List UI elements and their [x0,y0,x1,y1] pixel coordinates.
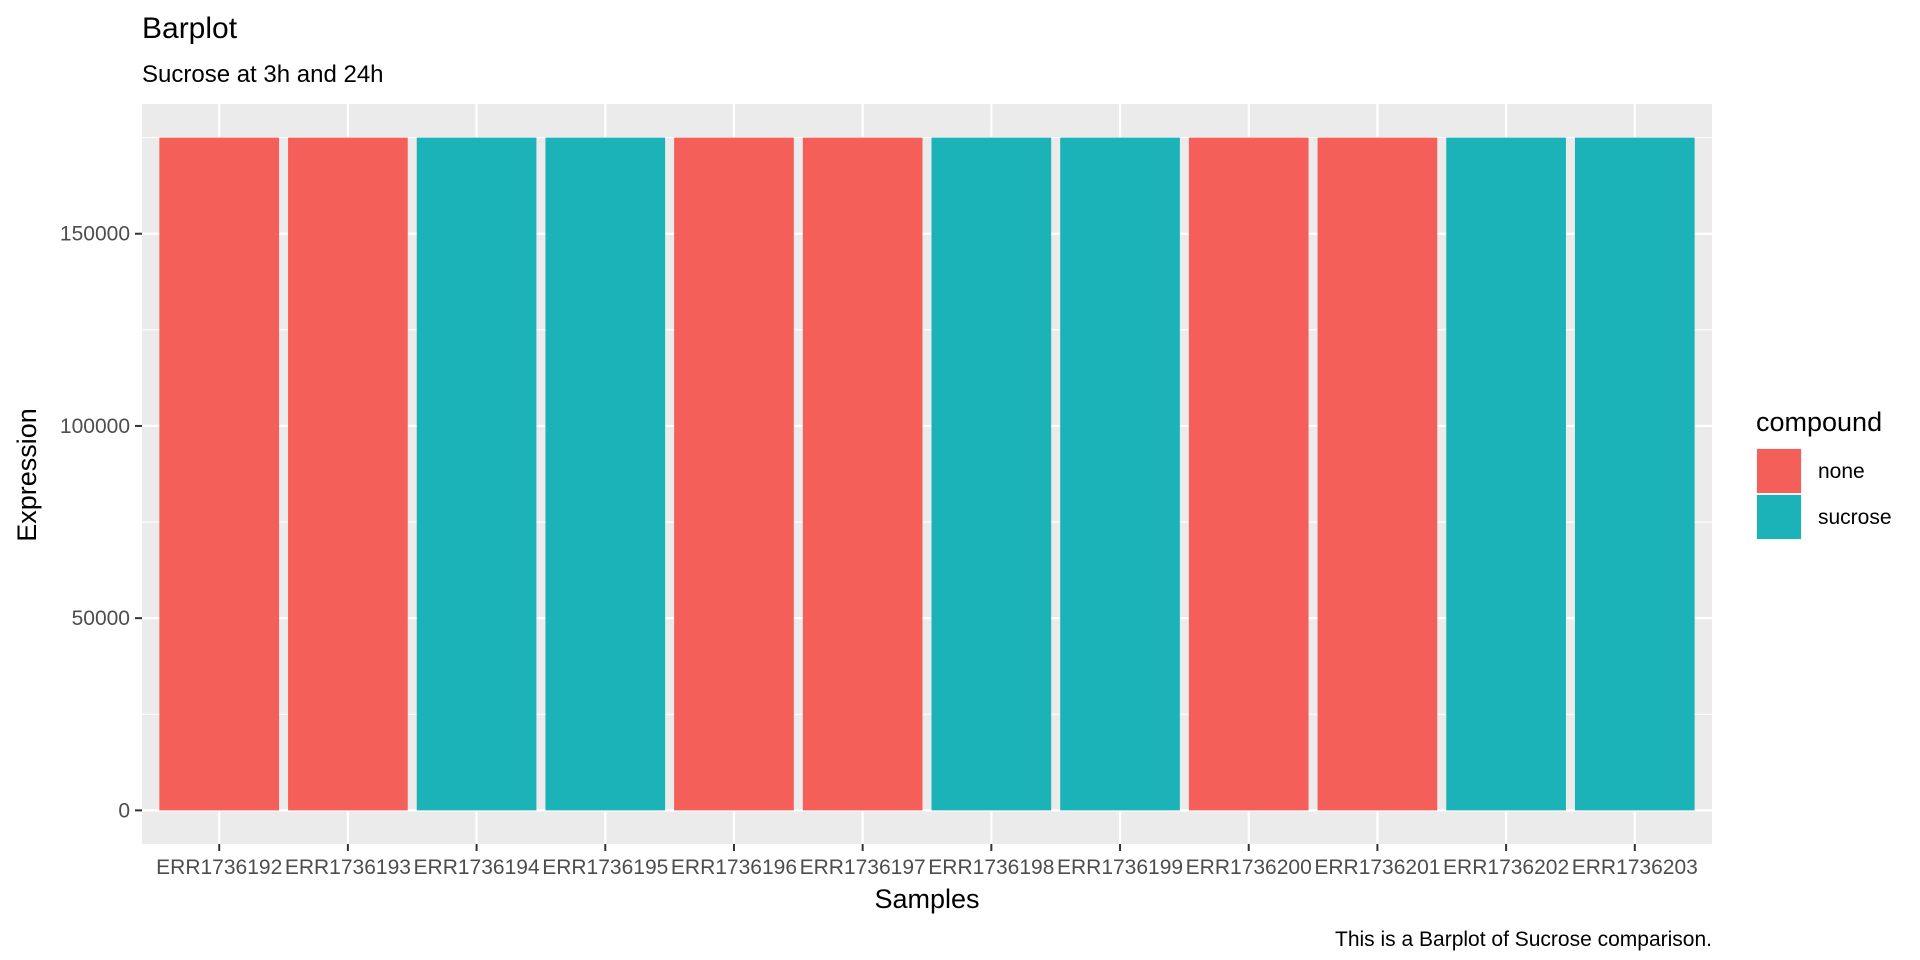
chart-title: Barplot [142,12,238,45]
x-tick-label: ERR1736199 [1057,856,1183,879]
bar-ERR1736195 [545,137,666,811]
bar-ERR1736201 [1317,137,1438,811]
bar-ERR1736199 [1060,137,1180,811]
legend-label-none: none [1818,460,1865,483]
bar-ERR1736200 [1188,137,1309,811]
x-tick-label: ERR1736196 [671,856,797,879]
y-tick-label: 0 [118,799,130,822]
legend: compound none sucrose [1756,407,1892,540]
bar-group [159,137,1695,811]
x-tick-label: ERR1736202 [1443,856,1569,879]
bar-ERR1736192 [159,137,280,811]
legend-label-sucrose: sucrose [1818,506,1892,529]
x-tick-label: ERR1736193 [285,856,411,879]
y-tick-label: 150000 [60,223,130,246]
bar-ERR1736196 [674,137,794,811]
x-axis-title: Samples [874,884,979,914]
x-tick-label: ERR1736195 [542,856,668,879]
x-tick-label: ERR1736194 [414,856,540,879]
bar-ERR1736203 [1574,137,1695,811]
bar-ERR1736197 [802,137,923,811]
x-tick-label: ERR1736203 [1572,856,1698,879]
x-tick-label: ERR1736197 [800,856,926,879]
legend-key-sucrose [1757,495,1801,539]
y-axis-title: Expression [12,408,42,542]
x-tick-label: ERR1736198 [928,856,1054,879]
chart-caption: This is a Barplot of Sucrose comparison. [1335,928,1712,951]
bar-ERR1736202 [1446,137,1566,811]
x-tick-label: ERR1736192 [156,856,282,879]
y-tick-label: 100000 [60,415,130,438]
x-tick-label: ERR1736201 [1314,856,1440,879]
x-tick-label: ERR1736200 [1186,856,1312,879]
legend-key-none [1757,449,1801,493]
bar-ERR1736193 [288,137,408,811]
y-tick-label: 50000 [72,607,130,630]
bar-ERR1736194 [416,137,537,811]
chart-subtitle: Sucrose at 3h and 24h [142,61,384,88]
legend-title: compound [1756,407,1882,437]
bar-ERR1736198 [931,137,1052,811]
